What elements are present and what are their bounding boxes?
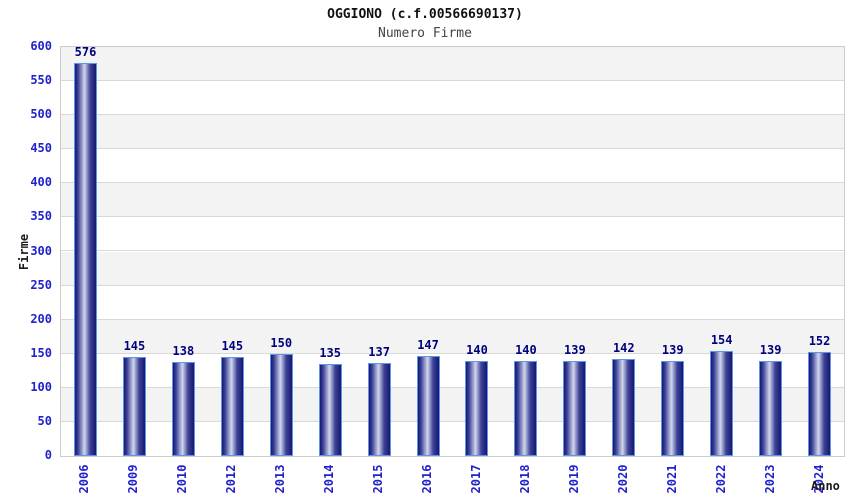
y-tick-label: 500 — [30, 107, 52, 122]
x-tick-label: 2012 — [224, 464, 239, 494]
bar-value-label: 140 — [515, 342, 537, 357]
bar-value-label: 137 — [368, 344, 390, 359]
chart-title: OGGIONO (c.f.00566690137) — [327, 7, 523, 22]
bar — [73, 63, 97, 456]
bar-value-label: 140 — [466, 342, 488, 357]
bar — [514, 360, 538, 456]
bar-value-label: 152 — [808, 334, 831, 349]
y-tick-label: 200 — [30, 311, 52, 326]
x-tick-label: 2009 — [126, 464, 141, 494]
x-tick-label: 2021 — [664, 464, 679, 494]
x-tick-label: 2019 — [566, 464, 581, 494]
plot-area: 576 145 138 145 150 135 137 147 140 140 139 142 139 1… — [60, 45, 845, 457]
grid-band — [61, 354, 844, 388]
chart-subtitle: Numero Firme — [378, 26, 472, 41]
bar-value-label: 138 — [172, 343, 195, 358]
bar — [122, 357, 146, 456]
bar-value-label: 139 — [759, 343, 782, 358]
grid-band — [61, 319, 844, 354]
bar — [563, 361, 587, 456]
y-tick-label: 350 — [30, 209, 52, 224]
x-tick-label: 2006 — [77, 464, 92, 494]
grid-band — [61, 286, 844, 320]
x-tick-label: 2020 — [615, 464, 630, 494]
grid-band — [61, 47, 844, 82]
bar — [171, 361, 195, 456]
x-tick-label: 2018 — [517, 464, 532, 494]
bar — [759, 361, 783, 456]
y-tick-label: 450 — [30, 141, 52, 156]
bar-value-label: 147 — [417, 337, 439, 352]
y-tick-label: 150 — [30, 345, 52, 360]
x-tick-label: 2013 — [273, 464, 288, 494]
bar-value-label: 145 — [123, 339, 146, 354]
bar-value-label: 154 — [710, 333, 733, 348]
y-tick-label: 50 — [37, 413, 52, 428]
bar-value-label: 135 — [319, 345, 341, 360]
grid-band — [61, 251, 844, 286]
grid-band — [61, 183, 844, 218]
bar — [416, 355, 440, 456]
bar — [269, 353, 293, 456]
grid-band — [61, 81, 844, 116]
grid-band — [61, 217, 844, 252]
bar-value-label: 139 — [564, 343, 586, 358]
bar-value-label: 139 — [661, 343, 684, 358]
bar-value-label: 576 — [74, 45, 97, 60]
y-axis-title: Firme — [17, 233, 31, 271]
x-tick-label: 2010 — [175, 464, 190, 494]
bar-value-label: 145 — [221, 339, 244, 354]
bar — [318, 363, 342, 456]
x-tick-label: 2015 — [371, 464, 386, 494]
y-tick-label: 600 — [30, 39, 52, 53]
x-tick-label: 2017 — [468, 464, 483, 494]
bar-value-label: 142 — [612, 341, 635, 356]
y-tick-label: 400 — [30, 175, 52, 190]
y-tick-label: 100 — [30, 379, 52, 394]
bar — [612, 359, 636, 456]
bar — [808, 352, 832, 456]
grid-band — [61, 149, 844, 184]
x-tick-label: 2014 — [322, 464, 337, 494]
x-tick-label: 2022 — [713, 464, 728, 494]
x-axis-title: Anno — [811, 479, 840, 493]
y-tick-label: 0 — [44, 448, 52, 462]
bar — [465, 360, 489, 456]
y-tick-label: 550 — [30, 73, 52, 88]
bar — [710, 351, 734, 456]
x-tick-label: 2023 — [762, 464, 777, 494]
bar — [367, 362, 391, 456]
y-tick-label: 300 — [30, 243, 52, 258]
bar — [220, 357, 244, 456]
x-tick-label: 2016 — [420, 464, 435, 494]
bar-value-label: 150 — [270, 335, 293, 350]
y-tick-label: 250 — [30, 277, 52, 292]
bar — [661, 361, 685, 456]
grid-band — [61, 115, 844, 150]
